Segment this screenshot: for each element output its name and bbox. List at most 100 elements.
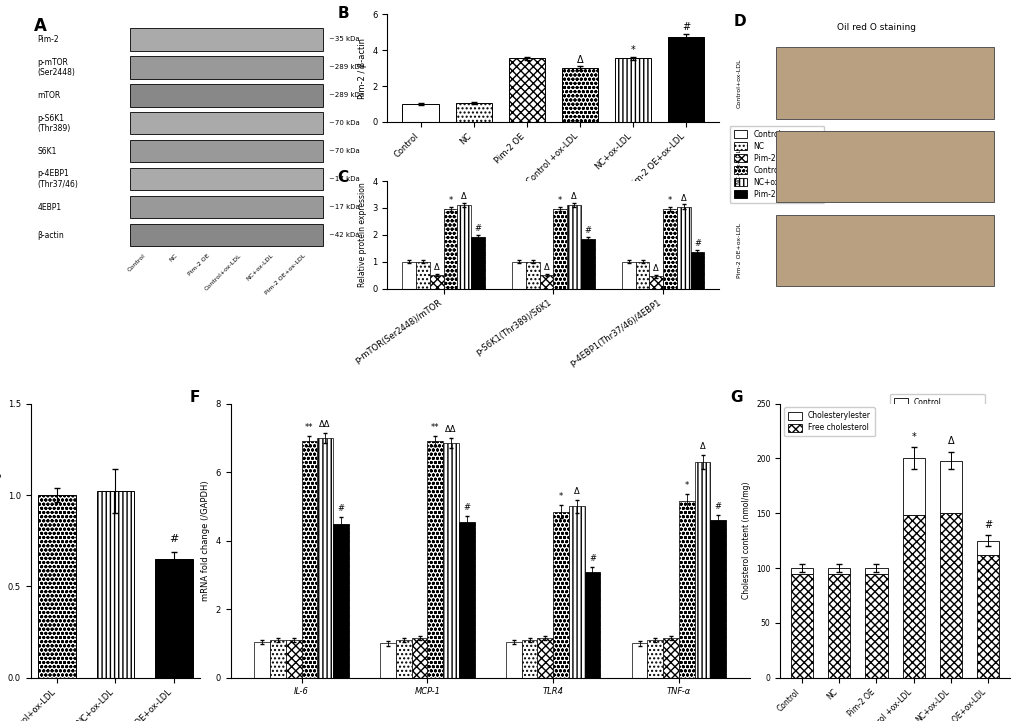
- Bar: [622, 262, 635, 288]
- Text: ΔΔ: ΔΔ: [319, 420, 330, 429]
- Text: S6K1: S6K1: [38, 146, 57, 156]
- Text: #: #: [588, 554, 595, 563]
- Bar: [584, 572, 600, 678]
- Bar: [938, 513, 961, 678]
- Text: **: **: [305, 423, 314, 432]
- Text: ~289 kDa: ~289 kDa: [329, 64, 364, 71]
- FancyBboxPatch shape: [130, 56, 322, 79]
- Bar: [790, 568, 812, 574]
- Text: NC+ox-LDL: NC+ox-LDL: [246, 253, 274, 282]
- Bar: [827, 568, 850, 574]
- FancyBboxPatch shape: [130, 224, 322, 247]
- Bar: [580, 239, 594, 288]
- Bar: [679, 501, 694, 678]
- Y-axis label: Relative protein expression: Relative protein expression: [358, 182, 367, 287]
- Text: p-S6K1
(Thr389): p-S6K1 (Thr389): [38, 113, 70, 133]
- Bar: [649, 276, 662, 288]
- Bar: [443, 209, 457, 288]
- FancyBboxPatch shape: [775, 131, 993, 202]
- FancyBboxPatch shape: [130, 140, 322, 162]
- Text: B: B: [337, 6, 348, 21]
- Bar: [526, 262, 539, 288]
- FancyBboxPatch shape: [775, 48, 993, 118]
- Text: ΔΔ: ΔΔ: [444, 425, 457, 434]
- Text: p-4EBP1
(Thr37/46): p-4EBP1 (Thr37/46): [38, 169, 78, 189]
- Text: mTOR: mTOR: [38, 91, 60, 99]
- Text: #: #: [169, 534, 178, 544]
- Text: Δ: Δ: [571, 193, 577, 201]
- Bar: [938, 461, 961, 513]
- Text: #: #: [714, 502, 721, 511]
- Bar: [864, 574, 887, 678]
- Text: Δ: Δ: [576, 55, 583, 65]
- Bar: [403, 262, 416, 288]
- Text: D: D: [733, 14, 746, 30]
- Bar: [635, 262, 649, 288]
- Bar: [561, 68, 597, 122]
- Text: *: *: [667, 196, 672, 205]
- Bar: [459, 522, 474, 678]
- Text: #: #: [474, 224, 481, 234]
- Bar: [427, 441, 442, 678]
- Text: *: *: [684, 482, 688, 490]
- Bar: [403, 104, 438, 122]
- FancyBboxPatch shape: [130, 84, 322, 107]
- Bar: [690, 252, 704, 288]
- Text: *: *: [630, 45, 635, 55]
- Text: β-actin: β-actin: [38, 231, 64, 239]
- Text: Pim-2: Pim-2: [38, 35, 59, 44]
- Text: ~70 kDa: ~70 kDa: [329, 120, 360, 126]
- Text: Δ: Δ: [461, 193, 467, 201]
- Text: 4EBP1: 4EBP1: [38, 203, 61, 211]
- Bar: [416, 262, 429, 288]
- Text: C: C: [337, 170, 348, 185]
- Y-axis label: Pim-2 / β-actin: Pim-2 / β-actin: [358, 37, 367, 99]
- Legend: Control, NC, Pim-2 OE, Control+ox-LDL, NC+ox-LDL, Pim-2 OE+ox-LDL: Control, NC, Pim-2 OE, Control+ox-LDL, N…: [890, 394, 983, 471]
- Bar: [442, 443, 459, 678]
- Text: ~35 kDa: ~35 kDa: [329, 36, 360, 43]
- Text: #: #: [337, 504, 344, 513]
- Text: #: #: [693, 239, 700, 248]
- Text: Δ: Δ: [433, 263, 439, 272]
- Text: Pim-2 OE+ox-LDL: Pim-2 OE+ox-LDL: [736, 223, 741, 278]
- Text: #: #: [682, 22, 690, 32]
- Bar: [457, 205, 471, 288]
- Bar: [505, 642, 521, 678]
- Y-axis label: Positive rate of oil red O staining: Positive rate of oil red O staining: [0, 472, 2, 609]
- Bar: [97, 491, 135, 678]
- Text: Pim-2 OE+ox-LDL: Pim-2 OE+ox-LDL: [264, 253, 307, 296]
- Bar: [508, 58, 544, 122]
- Text: #: #: [983, 520, 991, 530]
- Text: **: **: [431, 423, 439, 432]
- Text: *: *: [558, 492, 562, 501]
- Bar: [631, 643, 647, 678]
- Text: F: F: [190, 390, 200, 405]
- Bar: [902, 516, 924, 678]
- Bar: [539, 275, 553, 288]
- FancyBboxPatch shape: [130, 168, 322, 190]
- Bar: [39, 495, 76, 678]
- Text: ~42 kDa: ~42 kDa: [329, 232, 360, 238]
- Text: Control: Control: [126, 253, 146, 273]
- Text: *: *: [448, 196, 452, 205]
- Bar: [614, 58, 650, 122]
- Text: ~70 kDa: ~70 kDa: [329, 149, 360, 154]
- Bar: [380, 643, 395, 678]
- Text: Δ: Δ: [681, 193, 686, 203]
- Text: Pim-2 OE: Pim-2 OE: [186, 253, 210, 277]
- Text: *: *: [910, 432, 915, 442]
- Bar: [521, 640, 537, 678]
- Bar: [412, 638, 427, 678]
- Bar: [567, 205, 580, 288]
- Bar: [553, 209, 567, 288]
- Bar: [429, 275, 443, 288]
- Bar: [662, 209, 677, 288]
- Text: G: G: [730, 390, 742, 405]
- Bar: [677, 206, 690, 288]
- Bar: [512, 262, 526, 288]
- Text: Δ: Δ: [699, 442, 705, 451]
- Text: Δ: Δ: [574, 487, 579, 496]
- Bar: [976, 555, 999, 678]
- Text: Δ: Δ: [543, 263, 549, 272]
- Text: Control+ox-LDL: Control+ox-LDL: [736, 58, 741, 107]
